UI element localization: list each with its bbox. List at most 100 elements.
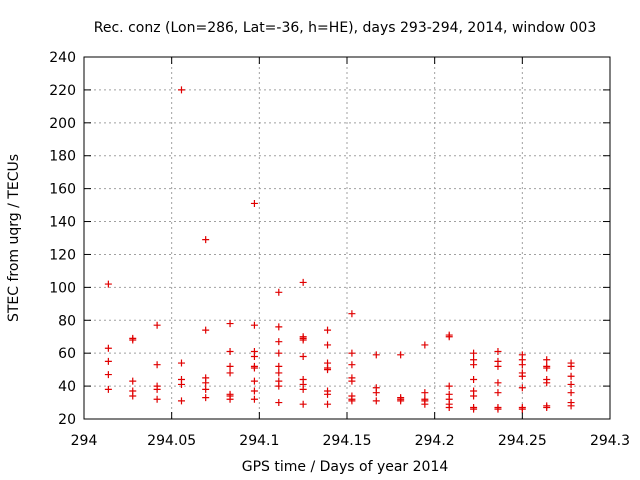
data-point (202, 394, 210, 402)
grid (84, 57, 610, 419)
data-point (250, 321, 258, 329)
data-point (543, 356, 551, 364)
data-point (543, 379, 551, 387)
data-point (518, 372, 526, 380)
data-point (348, 310, 356, 318)
data-point (202, 385, 210, 393)
data-point (470, 392, 478, 400)
y-tick-label: 80 (58, 313, 76, 329)
x-tick-label: 294.05 (147, 433, 196, 449)
data-point (518, 361, 526, 369)
data-point (226, 369, 234, 377)
data-point (177, 359, 185, 367)
data-point (372, 397, 380, 405)
data-point (470, 376, 478, 384)
data-point (153, 395, 161, 403)
data-point (348, 377, 356, 385)
data-point (348, 349, 356, 357)
x-axis-label: GPS time / Days of year 2014 (242, 459, 449, 475)
data-point (226, 395, 234, 403)
data-point (129, 336, 137, 344)
data-point (470, 361, 478, 369)
chart-title: Rec. conz (Lon=286, Lat=-36, h=HE), days… (94, 20, 596, 36)
y-tick-label: 180 (49, 149, 76, 165)
data-point (250, 199, 258, 207)
data-points (104, 86, 575, 413)
data-point (567, 372, 575, 380)
y-tick-label: 60 (58, 346, 76, 362)
y-tick-label: 20 (58, 412, 76, 428)
data-point (104, 280, 112, 288)
data-point (494, 389, 502, 397)
data-point (104, 357, 112, 365)
data-point (421, 400, 429, 408)
data-point (445, 382, 453, 390)
data-point (275, 382, 283, 390)
data-point (275, 338, 283, 346)
y-tick-label: 240 (49, 50, 76, 66)
data-point (299, 278, 307, 286)
data-point (153, 385, 161, 393)
data-point (275, 369, 283, 377)
x-tick-label: 294 (71, 433, 98, 449)
data-point (226, 320, 234, 328)
data-point (275, 349, 283, 357)
data-point (299, 385, 307, 393)
y-tick-label: 160 (49, 182, 76, 198)
x-tick-label: 294.2 (415, 433, 455, 449)
data-point (226, 348, 234, 356)
x-tick-label: 294.3 (590, 433, 630, 449)
data-point (543, 364, 551, 372)
data-point (104, 385, 112, 393)
data-point (470, 405, 478, 413)
data-point (397, 397, 405, 405)
data-point (421, 389, 429, 397)
y-tick-label: 40 (58, 379, 76, 395)
data-point (372, 351, 380, 359)
x-tick-label: 294.15 (323, 433, 372, 449)
x-axis: 294 294.05 294.1 294.15 294.2 294.25 294.3 (71, 57, 630, 449)
data-point (202, 379, 210, 387)
x-tick-label: 294.25 (498, 433, 547, 449)
data-point (275, 288, 283, 296)
data-point (250, 352, 258, 360)
y-tick-label: 100 (49, 280, 76, 296)
data-point (348, 397, 356, 405)
y-tick-label: 120 (49, 247, 76, 263)
data-point (567, 362, 575, 370)
data-point (104, 344, 112, 352)
data-point (324, 341, 332, 349)
data-point (177, 380, 185, 388)
data-point (275, 362, 283, 370)
data-point (494, 348, 502, 356)
data-point (518, 384, 526, 392)
data-point (202, 326, 210, 334)
y-axis: 20 40 60 80 100 120 140 160 180 200 220 240 (49, 50, 610, 428)
data-point (129, 392, 137, 400)
data-point (324, 400, 332, 408)
data-point (299, 336, 307, 344)
data-point (202, 236, 210, 244)
y-tick-label: 140 (49, 215, 76, 231)
data-point (445, 333, 453, 341)
data-point (250, 364, 258, 372)
data-point (324, 366, 332, 374)
data-point (250, 377, 258, 385)
data-point (250, 395, 258, 403)
data-point (445, 403, 453, 411)
data-point (104, 371, 112, 379)
data-point (324, 390, 332, 398)
data-point (275, 323, 283, 331)
data-point (177, 397, 185, 405)
data-point (250, 387, 258, 395)
data-point (324, 326, 332, 334)
data-point (397, 351, 405, 359)
data-point (543, 403, 551, 411)
data-point (299, 352, 307, 360)
data-point (129, 377, 137, 385)
data-point (567, 380, 575, 388)
data-point (494, 362, 502, 370)
data-point (494, 405, 502, 413)
data-point (299, 400, 307, 408)
